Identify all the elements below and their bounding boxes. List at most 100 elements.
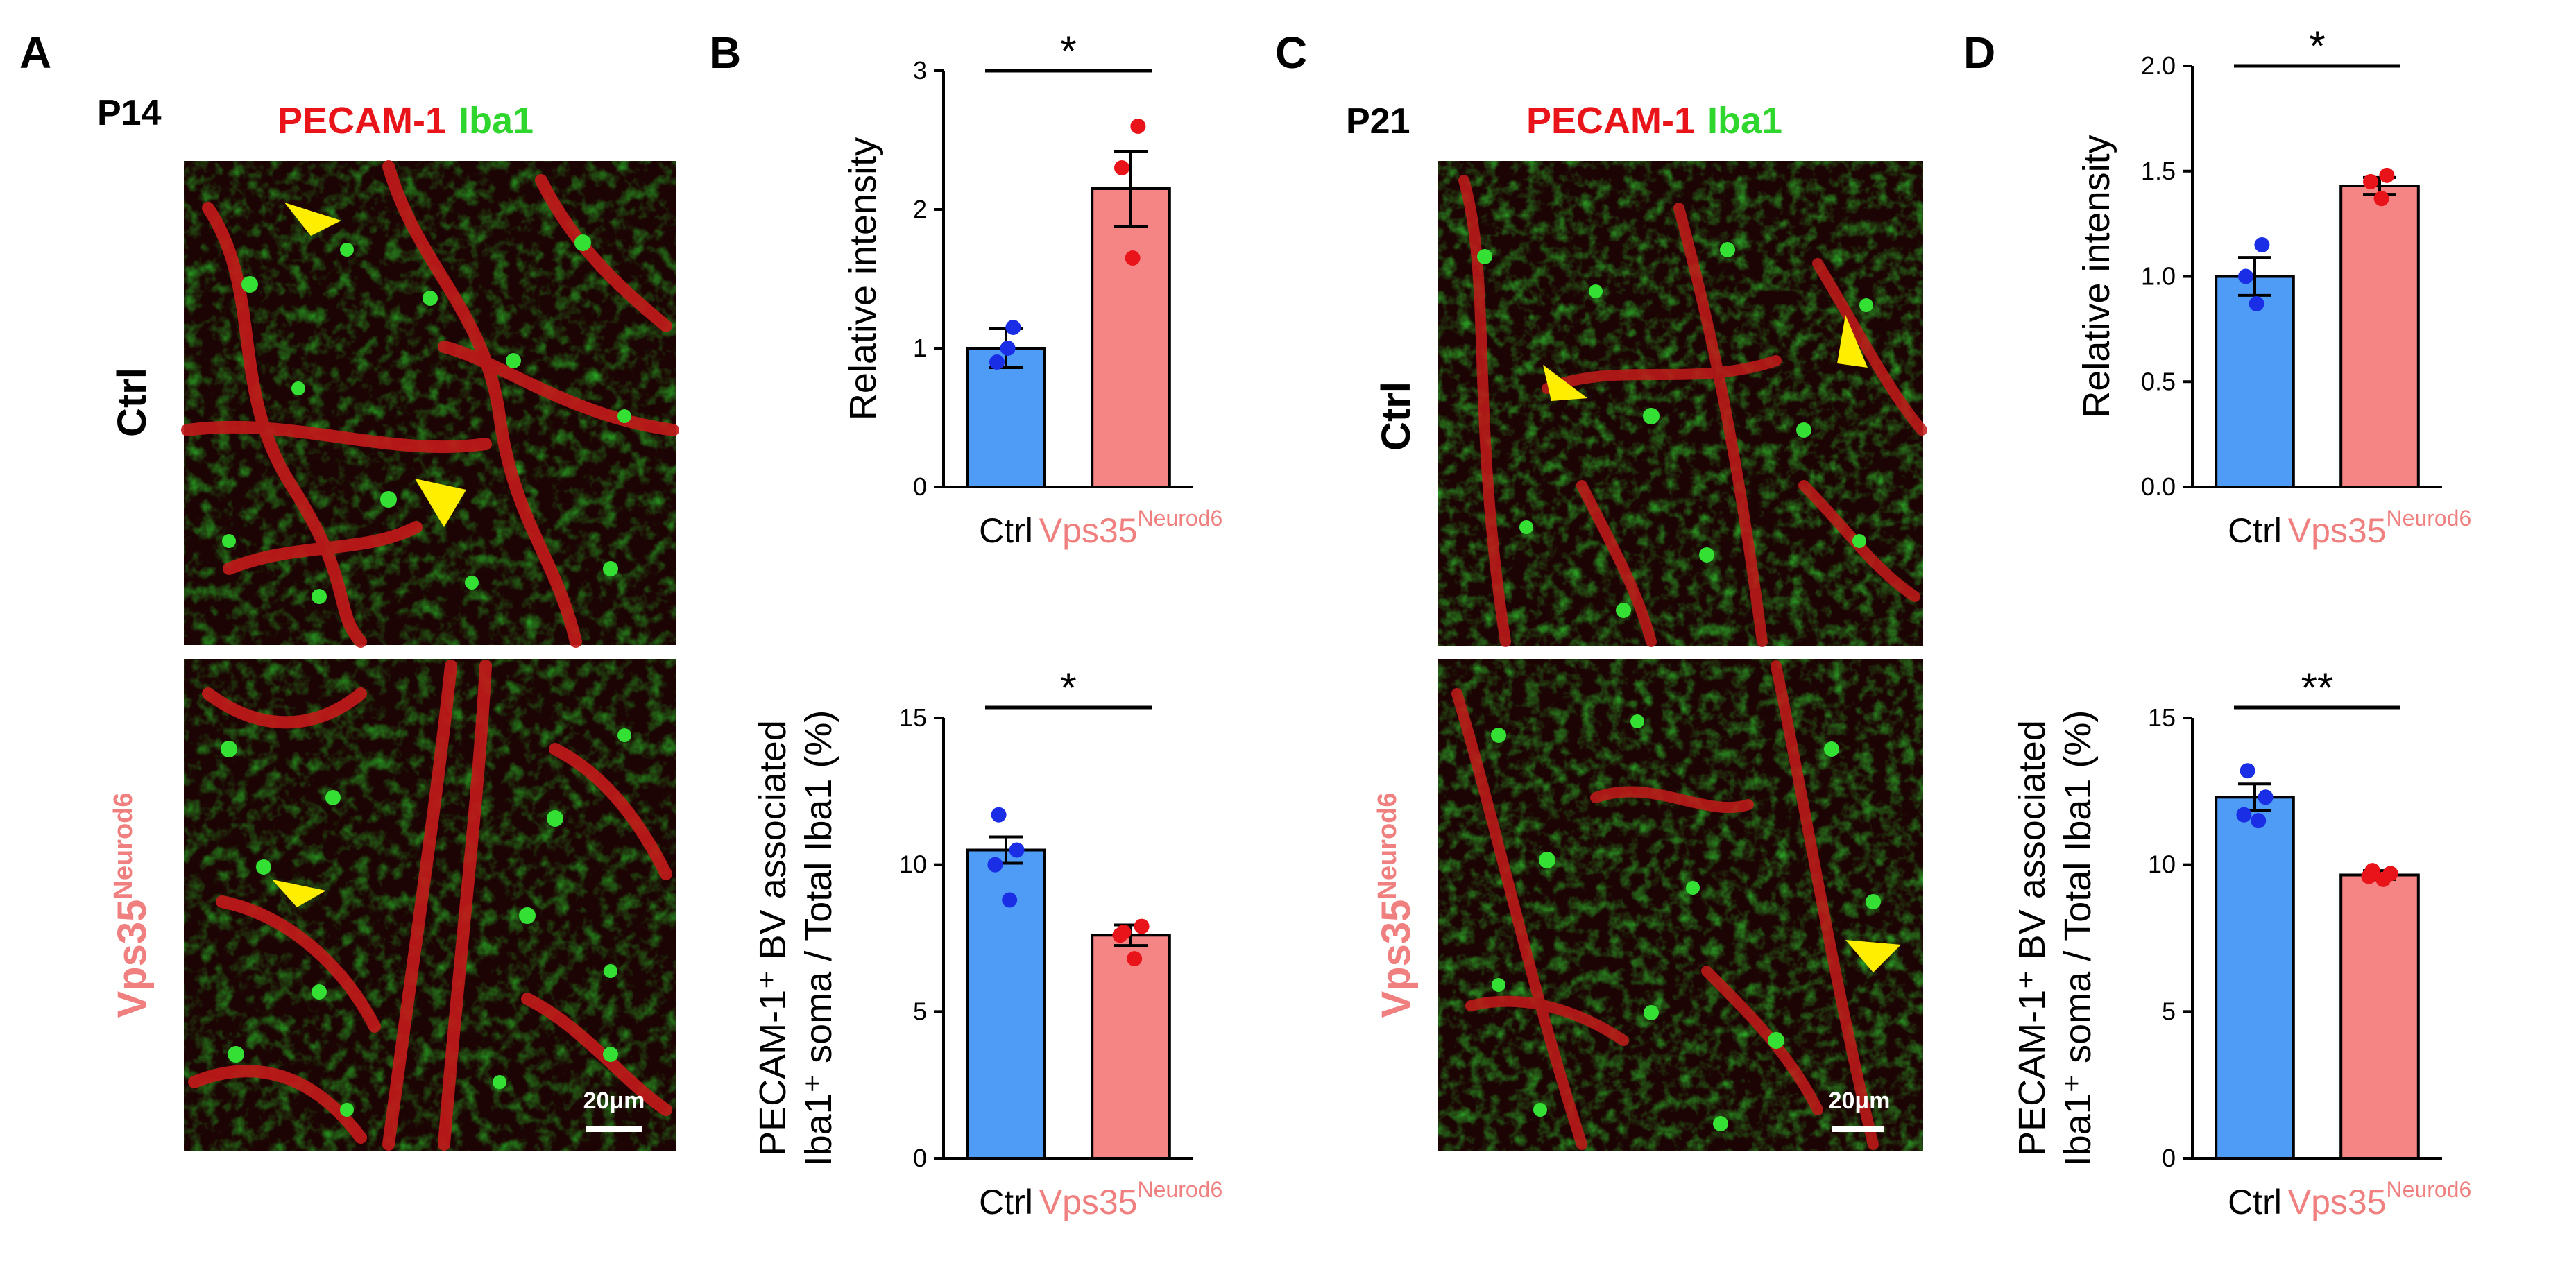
chart-3-point-0-2 [2236,807,2252,823]
micrograph-c-ctrl [1438,161,1927,647]
chart-2-bar-1 [2339,184,2420,488]
chart-0-bar-1 [1091,187,1171,488]
chart-3-point-1-3 [2375,871,2391,887]
micrograph-c-mutant: 20μm [1438,659,1923,1151]
chart-2-point-0-1 [2238,268,2253,284]
chart-0-ytick-label-1: 1 [913,334,927,362]
chart-3-xtick-label-1: Vps35Neurod6 [2288,1177,2472,1221]
chart-1-ylabel-1: Iba1⁺ soma / Total Iba1 (%) [798,710,839,1167]
chart-b-intensity: 0 1 2 3 Relative intensity Ctrl Vps35Neurod6 * [842,28,1222,550]
panel-letter-d: D [1963,28,1995,78]
chart-0-point-1-1 [1114,160,1129,175]
chart-2-point-1-0 [2379,167,2395,183]
arrowhead-c3 [1845,940,1901,972]
chart-3-ytick-label-3: 15 [2148,703,2176,732]
chart-3-ytick-label-1: 5 [2162,997,2176,1025]
chart-3-bar-1 [2339,873,2420,1160]
chart-1-point-1-3 [1127,951,1143,967]
chart-3-sig-label: ** [2301,664,2334,711]
arrowhead-a2 [415,479,466,527]
chart-3-point-0-1 [2258,789,2274,805]
chart-1-ytick-label-1: 5 [913,997,927,1025]
chart-2-bar-0 [2215,275,2295,488]
stain-green-c: Iba1 [1707,100,1782,141]
chart-1-ylabel-0: PECAM-1⁺ BV associated [752,720,794,1156]
chart-2-errorbar-0 [2238,256,2271,297]
panel-letter-a: A [19,28,51,78]
stain-red-a: PECAM-1 [278,100,446,141]
stain-label-a: PECAM-1 Iba1 [278,100,534,141]
arrowhead-a3 [272,880,326,907]
chart-1-point-0-3 [1002,892,1018,908]
scalebar-a [586,1126,642,1132]
chart-0-xtick-label-0: Ctrl [979,511,1033,550]
chart-0-sig-label: * [1060,28,1076,74]
chart-1-ytick-label-2: 10 [899,850,927,879]
chart-0-ytick-label-3: 3 [913,56,927,85]
age-label-a: P14 [97,93,162,133]
chart-2-point-0-2 [2249,295,2264,311]
chart-2-xtick-label-0: Ctrl [2228,511,2282,550]
chart-3-ylabel-1: Iba1⁺ soma / Total Iba1 (%) [2057,710,2099,1167]
chart-0-point-0-0 [1005,320,1021,335]
chart-2-ytick-label-4: 2.0 [2141,51,2176,80]
arrowhead-c2 [1837,315,1868,368]
chart-3-ylabel-0: PECAM-1⁺ BV associated [2011,720,2053,1156]
chart-3-ytick-label-0: 0 [2162,1144,2176,1172]
row-label-a-mutant-sup: Neurod6 [109,792,138,899]
chart-2-point-1-1 [2363,173,2378,189]
stain-label-c: PECAM-1 Iba1 [1526,100,1782,141]
chart-1-point-0-2 [987,857,1003,873]
chart-1-sig-label: * [1060,664,1076,711]
row-label-a-mutant-main: Vps35 [110,900,155,1018]
chart-d-intensity: 0.0 0.5 1.0 1.5 2.0 Relative intensity Ctrl Vps… [2076,23,2471,550]
chart-2-xtick-label-1: Vps35Neurod6 [2288,506,2472,550]
chart-0-point-1-2 [1125,250,1141,266]
chart-2-point-0-0 [2254,237,2270,252]
row-label-c-mutant: Vps35Neurod6 [1373,792,1419,1018]
chart-0-xtick-label-1: Vps35Neurod6 [1039,506,1223,550]
chart-2-ylabel-0: Relative intensity [2076,135,2117,418]
micrograph-a-ctrl [181,160,679,648]
panel-letter-c: C [1275,28,1307,78]
chart-2-ytick-label-3: 1.5 [2141,157,2176,185]
stain-green-a: Iba1 [459,100,534,141]
chart-0-ytick-label-0: 0 [913,472,927,501]
chart-3-point-0-0 [2240,763,2255,779]
chart-3-point-0-3 [2251,813,2267,829]
chart-1-point-0-0 [991,807,1007,823]
chart-2-ytick-label-2: 1.0 [2141,262,2176,291]
row-label-c-ctrl: Ctrl [1374,381,1419,451]
chart-0-point-1-0 [1130,119,1146,134]
chart-b-association: 0 5 10 15 PECAM-1⁺ BV associated Iba1⁺ soma /… [752,664,1222,1221]
chart-0-point-0-2 [1000,341,1016,356]
row-label-c-mutant-sup: Neurod6 [1373,792,1402,899]
row-label-a-mutant: Vps35Neurod6 [109,792,155,1018]
chart-2-sig-label: * [2309,23,2325,69]
panel-letter-b: B [709,28,741,78]
chart-3-xtick-label-0: Ctrl [2228,1183,2282,1221]
chart-0-bar-0 [966,347,1046,488]
chart-1-point-0-1 [1009,842,1025,858]
chart-0-ytick-label-2: 2 [913,195,927,223]
age-label-c: P21 [1346,101,1410,141]
chart-d-association: 0 5 10 15 PECAM-1⁺ BV associated Iba1⁺ soma /… [2011,664,2471,1221]
chart-1-point-1-2 [1112,927,1128,943]
chart-1-point-1-1 [1134,918,1150,934]
chart-1-bar-1 [1091,934,1171,1160]
stain-red-c: PECAM-1 [1526,100,1695,141]
chart-1-xtick-label-0: Ctrl [979,1183,1033,1221]
chart-2-ytick-label-0: 0.0 [2141,472,2176,501]
micrograph-a-mutant: 20μm [184,659,676,1151]
arrowhead-a1 [284,203,341,236]
scalebar-c [1832,1126,1884,1132]
chart-1-ytick-label-3: 15 [899,703,927,732]
chart-0-errorbar-1 [1114,150,1148,228]
scalebar-label-a: 20μm [583,1088,645,1114]
chart-2-ytick-label-1: 0.5 [2141,367,2176,395]
arrowhead-c1 [1543,365,1587,401]
chart-3-ytick-label-2: 10 [2148,850,2176,879]
chart-3-point-1-2 [2361,868,2377,884]
row-label-a-ctrl: Ctrl [110,368,155,437]
